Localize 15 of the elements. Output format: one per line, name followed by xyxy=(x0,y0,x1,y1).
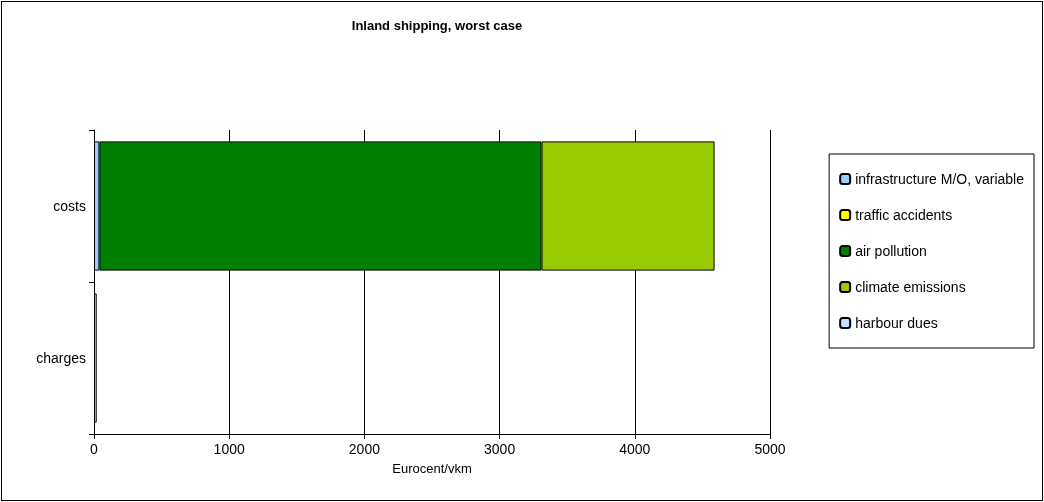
legend-label: infrastructure M/O, variable xyxy=(855,171,1025,187)
x-axis-title: Eurocent/vkm xyxy=(392,461,472,476)
y-tick-label: charges xyxy=(36,350,86,366)
x-tick-label: 3000 xyxy=(484,441,516,457)
legend-label: climate emissions xyxy=(855,279,966,295)
x-tick-label: 5000 xyxy=(754,441,786,457)
y-tick-label: costs xyxy=(53,198,86,214)
legend-label: harbour dues xyxy=(855,315,938,331)
legend-label: air pollution xyxy=(855,243,927,259)
chart-title: Inland shipping, worst case xyxy=(351,18,523,33)
x-tick-label: 0 xyxy=(90,441,99,457)
x-tick-label: 4000 xyxy=(619,441,651,457)
x-tick-label: 1000 xyxy=(213,441,245,457)
x-tick-label: 2000 xyxy=(348,441,381,457)
legend-label: traffic accidents xyxy=(855,207,953,223)
